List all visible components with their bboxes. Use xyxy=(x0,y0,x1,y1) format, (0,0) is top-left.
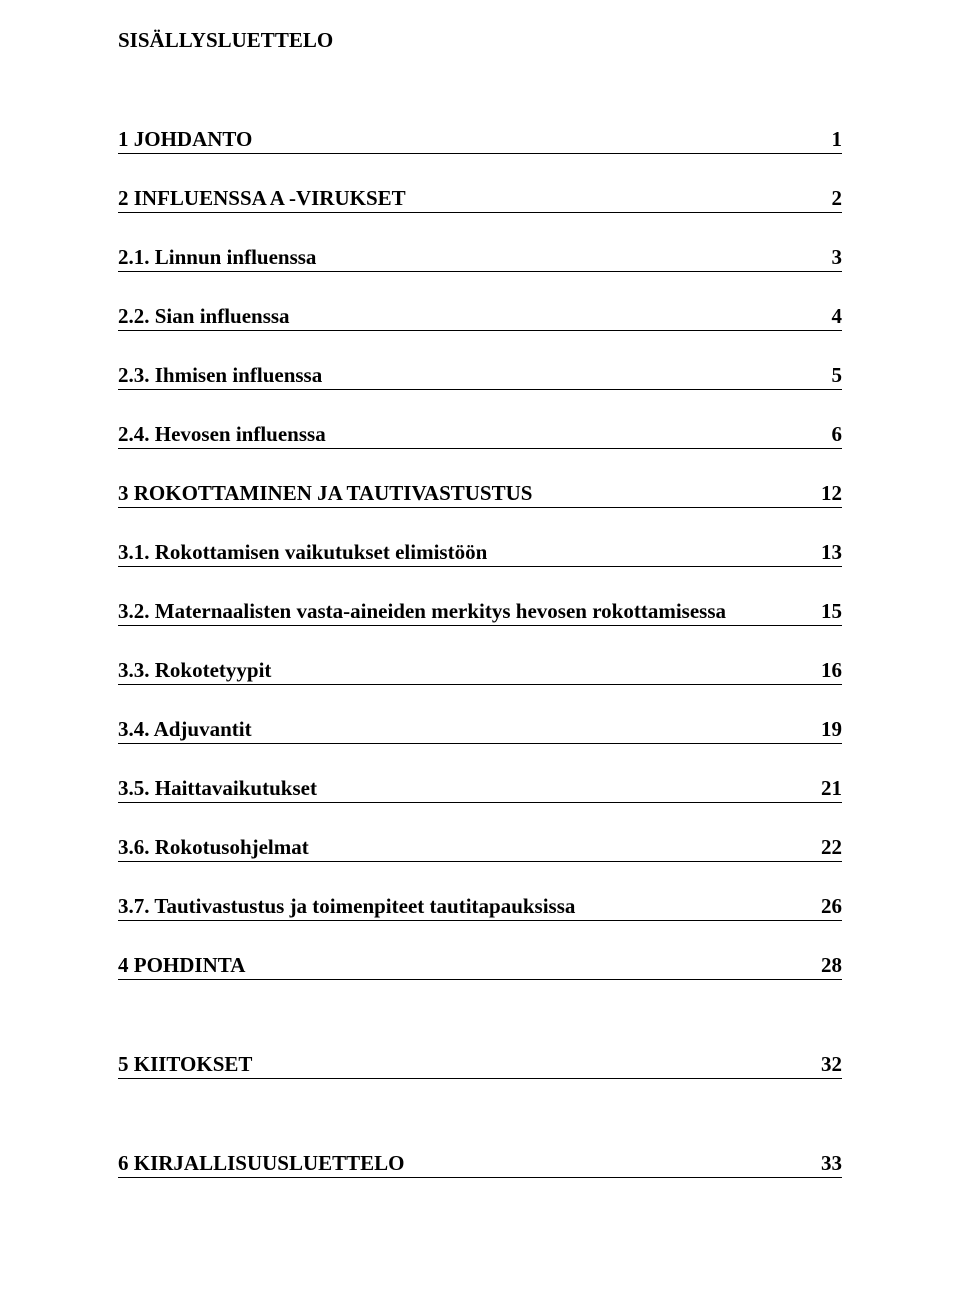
toc-entry: 2.2. Sian influenssa4 xyxy=(118,302,842,331)
toc-entry-label: 2.3. Ihmisen influenssa xyxy=(118,363,832,388)
toc-entry-page: 2 xyxy=(832,186,843,211)
toc-entry-page: 5 xyxy=(832,363,843,388)
toc-entry-label: 4 POHDINTA xyxy=(118,953,821,978)
toc-entry: 2.4. Hevosen influenssa6 xyxy=(118,420,842,449)
toc-entry-label: 3.1. Rokottamisen vaikutukset elimistöön xyxy=(118,540,821,565)
spacer xyxy=(118,744,842,774)
toc-entry: 3 ROKOTTAMINEN JA TAUTIVASTUSTUS12 xyxy=(118,479,842,508)
toc-entry-page: 1 xyxy=(832,127,843,152)
toc-entry-label: 5 KIITOKSET xyxy=(118,1052,821,1077)
toc-entry-page: 28 xyxy=(821,953,842,978)
spacer xyxy=(118,626,842,656)
toc-entry-label: 1 JOHDANTO xyxy=(118,127,832,152)
toc-entry-label: 2.2. Sian influenssa xyxy=(118,304,832,329)
toc-entry-page: 13 xyxy=(821,540,842,565)
toc-entry-page: 16 xyxy=(821,658,842,683)
toc-entry: 2.1. Linnun influenssa3 xyxy=(118,243,842,272)
spacer xyxy=(118,921,842,951)
toc-entry-label: 3.4. Adjuvantit xyxy=(118,717,821,742)
toc-entry-page: 6 xyxy=(832,422,843,447)
toc-entry: 4 POHDINTA28 xyxy=(118,951,842,980)
toc-entry-label: 3.2. Maternaalisten vasta-aineiden merki… xyxy=(118,599,821,624)
spacer xyxy=(118,272,842,302)
toc-entry-label: 3.7. Tautivastustus ja toimenpiteet taut… xyxy=(118,894,821,919)
toc-entry-label: 6 KIRJALLISUUSLUETTELO xyxy=(118,1151,821,1176)
spacer xyxy=(118,390,842,420)
toc-entry: 3.1. Rokottamisen vaikutukset elimistöön… xyxy=(118,538,842,567)
toc-entry: 2.3. Ihmisen influenssa5 xyxy=(118,361,842,390)
spacer xyxy=(118,980,842,1050)
spacer xyxy=(118,803,842,833)
toc-entry-page: 26 xyxy=(821,894,842,919)
toc-entry: 5 KIITOKSET32 xyxy=(118,1050,842,1079)
toc-entry: 1 JOHDANTO1 xyxy=(118,125,842,154)
toc-entry: 6 KIRJALLISUUSLUETTELO33 xyxy=(118,1149,842,1178)
toc-entry-label: 2.4. Hevosen influenssa xyxy=(118,422,832,447)
toc-entry: 3.5. Haittavaikutukset21 xyxy=(118,774,842,803)
toc-entry: 3.6. Rokotusohjelmat22 xyxy=(118,833,842,862)
spacer xyxy=(118,331,842,361)
spacer xyxy=(118,449,842,479)
toc-entry-page: 3 xyxy=(832,245,843,270)
toc-entry-page: 4 xyxy=(832,304,843,329)
toc-entry: 3.4. Adjuvantit19 xyxy=(118,715,842,744)
toc-list: 1 JOHDANTO1 2 INFLUENSSA A -VIRUKSET2 2.1.… xyxy=(118,125,842,1178)
toc-entry-page: 22 xyxy=(821,835,842,860)
spacer xyxy=(118,508,842,538)
spacer xyxy=(118,213,842,243)
toc-entry-label: 2 INFLUENSSA A -VIRUKSET xyxy=(118,186,832,211)
toc-entry: 2 INFLUENSSA A -VIRUKSET2 xyxy=(118,184,842,213)
spacer xyxy=(118,1079,842,1149)
toc-entry-page: 19 xyxy=(821,717,842,742)
toc-entry-label: 3.6. Rokotusohjelmat xyxy=(118,835,821,860)
spacer xyxy=(118,862,842,892)
toc-entry-label: 2.1. Linnun influenssa xyxy=(118,245,832,270)
toc-entry-label: 3.5. Haittavaikutukset xyxy=(118,776,821,801)
document-page: SISÄLLYSLUETTELO 1 JOHDANTO1 2 INFLUENSSA… xyxy=(0,0,960,1294)
toc-entry-page: 12 xyxy=(821,481,842,506)
toc-entry-page: 32 xyxy=(821,1052,842,1077)
toc-entry-label: 3 ROKOTTAMINEN JA TAUTIVASTUSTUS xyxy=(118,481,821,506)
spacer xyxy=(118,685,842,715)
toc-entry-page: 33 xyxy=(821,1151,842,1176)
spacer xyxy=(118,154,842,184)
spacer xyxy=(118,567,842,597)
toc-entry-page: 15 xyxy=(821,599,842,624)
toc-title: SISÄLLYSLUETTELO xyxy=(118,28,842,53)
toc-entry-page: 21 xyxy=(821,776,842,801)
toc-entry: 3.3. Rokotetyypit16 xyxy=(118,656,842,685)
toc-entry-label: 3.3. Rokotetyypit xyxy=(118,658,821,683)
toc-entry: 3.7. Tautivastustus ja toimenpiteet taut… xyxy=(118,892,842,921)
toc-entry: 3.2. Maternaalisten vasta-aineiden merki… xyxy=(118,597,842,626)
